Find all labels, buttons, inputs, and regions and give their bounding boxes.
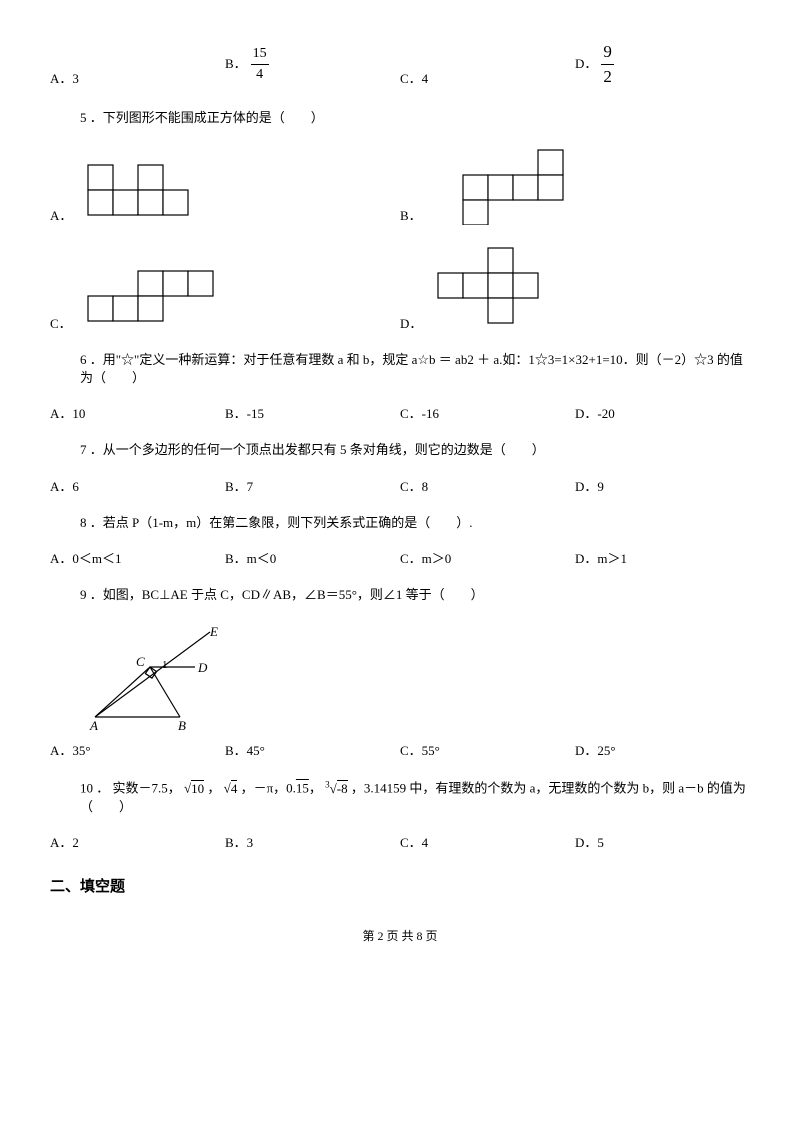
rad-10: 10: [191, 780, 204, 796]
q9-text: 9 ．如图，BC⊥AE 于点 C，CD∥AB，∠B＝55°，则∠1 等于（ ）: [80, 586, 750, 604]
q5-a-label: A．: [50, 207, 72, 225]
pt-D: D: [197, 660, 208, 675]
fraction-9-2: 9 2: [601, 40, 614, 89]
frac-den: 4: [254, 65, 265, 85]
q9-c: C．55°: [400, 742, 575, 760]
q7-options: A．6 B．7 C．8 D．9: [50, 478, 750, 496]
q9-b: B．45°: [225, 742, 400, 760]
q10-mid1: ，－π，0.: [241, 781, 296, 796]
q10-pre: 10 ． 实数－7.5，: [80, 781, 181, 796]
q10-options: A．2 B．3 C．4 D．5: [50, 834, 750, 852]
q5-diagrams-row1: A． B．: [50, 145, 750, 225]
q9-d: D．25°: [575, 742, 750, 760]
q5-b-label: B．: [400, 207, 422, 225]
q6-text: 6 ．用"☆"定义一种新运算：对于任意有理数 a 和 b，规定 a☆b ＝ ab…: [80, 351, 750, 387]
q4-opt-b: B． 15 4: [225, 40, 400, 89]
q8-text: 8 ．若点 P（1-m，m）在第二象限，则下列关系式正确的是（ ）.: [80, 514, 750, 532]
page-footer: 第 2 页 共 8 页: [50, 928, 750, 945]
q8-d: D．m＞1: [575, 550, 750, 568]
cube-net-b: [428, 145, 588, 225]
q5-c-label: C．: [50, 315, 72, 333]
q4-a-text: A．3: [50, 70, 79, 88]
q5-text: 5 ．下列图形不能围成正方体的是（ ）: [80, 109, 750, 127]
q5-diagrams-row2: C． D．: [50, 243, 750, 333]
q4-b-prefix: B．: [225, 55, 247, 73]
q6-c: C．-16: [400, 405, 575, 423]
q9-options: A．35° B．45° C．55° D．25°: [50, 742, 750, 760]
q5-opt-d: D．: [400, 243, 750, 333]
q9-figure: A B C D E 1: [80, 622, 240, 732]
q7-a: A．6: [50, 478, 225, 496]
section-2-header: 二、填空题: [50, 877, 750, 898]
cbrt-neg8: 3√-8: [325, 781, 347, 796]
q8-options: A．0＜m＜1 B．m＜0 C．m＞0 D．m＞1: [50, 550, 750, 568]
fraction-15-4: 15 4: [251, 44, 269, 84]
q9-a: A．35°: [50, 742, 225, 760]
q5-opt-a: A．: [50, 145, 400, 225]
q4-d-prefix: D．: [575, 55, 597, 73]
pt-A: A: [89, 718, 98, 732]
q8-a: A．0＜m＜1: [50, 550, 225, 568]
q4-opt-a: A．3: [50, 40, 225, 89]
q10-d: D．5: [575, 834, 750, 852]
q4-opt-c: C．4: [400, 40, 575, 89]
q6-a: A．10: [50, 405, 225, 423]
sqrt-10: √10: [184, 780, 204, 796]
q5-opt-c: C．: [50, 243, 400, 333]
q8-b: B．m＜0: [225, 550, 400, 568]
sqrt-4: √4: [224, 780, 238, 796]
q7-c: C．8: [400, 478, 575, 496]
frac-num: 9: [601, 40, 614, 65]
q6-options: A．10 B．-15 C．-16 D．-20: [50, 405, 750, 423]
q10-c: C．4: [400, 834, 575, 852]
q7-d: D．9: [575, 478, 750, 496]
q10-text: 10 ． 实数－7.5， √10 ， √4 ，－π，0.15， 3√-8 ，3.…: [80, 778, 750, 816]
rep-15: 15: [296, 781, 309, 796]
angle-1: 1: [162, 659, 168, 671]
cube-net-d: [428, 243, 568, 333]
pt-B: B: [178, 718, 186, 732]
frac-num: 15: [251, 44, 269, 65]
q6-b: B．-15: [225, 405, 400, 423]
q10-b: B．3: [225, 834, 400, 852]
cube-net-a: [78, 155, 218, 225]
q4-opt-d: D． 9 2: [575, 40, 750, 89]
q7-text: 7 ．从一个多边形的任何一个顶点出发都只有 5 条对角线，则它的边数是（ ）: [80, 441, 750, 459]
q10-mid2: ，: [309, 781, 322, 796]
pt-E: E: [209, 624, 218, 639]
frac-den: 2: [601, 65, 614, 89]
q5-d-label: D．: [400, 315, 422, 333]
q10-a: A．2: [50, 834, 225, 852]
q4-options: A．3 B． 15 4 C．4 D． 9 2: [50, 40, 750, 89]
q8-c: C．m＞0: [400, 550, 575, 568]
rad-neg8: -8: [337, 780, 348, 796]
rad-4: 4: [231, 780, 238, 796]
q5-opt-b: B．: [400, 145, 750, 225]
q4-c-text: C．4: [400, 70, 428, 88]
pt-C: C: [136, 654, 145, 669]
q6-d: D．-20: [575, 405, 750, 423]
q7-b: B．7: [225, 478, 400, 496]
cube-net-c: [78, 263, 238, 333]
